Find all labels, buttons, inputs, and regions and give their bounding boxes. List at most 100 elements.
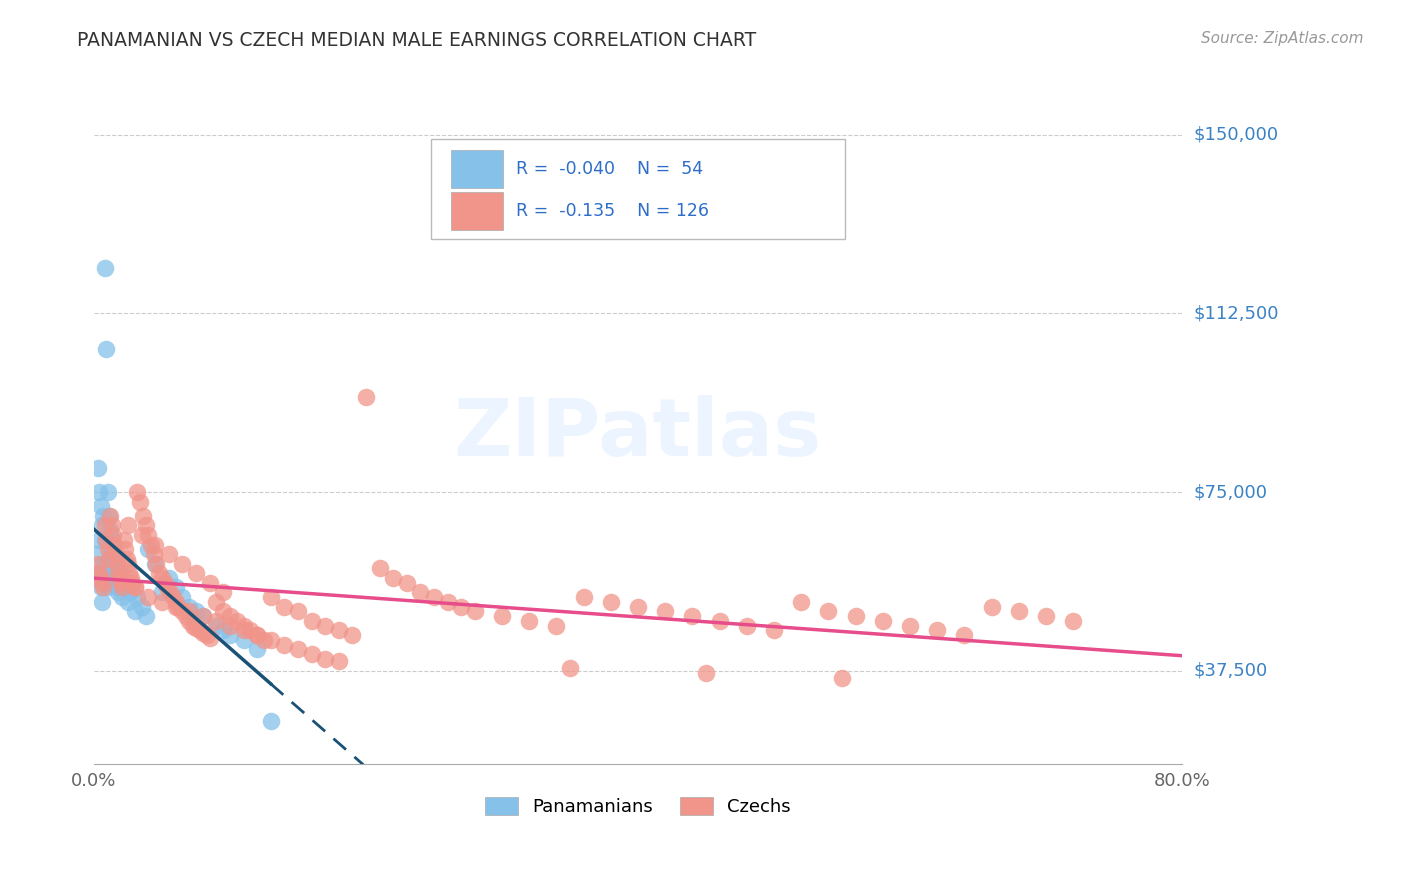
Point (136, 590, 159, 604)
Point (93, 557, 115, 571)
Text: $75,000: $75,000 (1194, 483, 1267, 501)
Point (115, 552, 138, 566)
Point (87, 557, 110, 571)
Point (219, 618, 242, 632)
Point (131, 599, 153, 614)
Point (219, 609, 242, 624)
Point (246, 628, 269, 642)
Point (599, 595, 621, 609)
Point (167, 599, 190, 614)
Point (260, 590, 283, 604)
Point (157, 571, 180, 585)
Point (735, 618, 758, 632)
Point (143, 537, 166, 551)
Point (124, 581, 146, 595)
Point (239, 624, 262, 638)
Point (96, 542, 118, 557)
Text: $112,500: $112,500 (1194, 304, 1278, 322)
Point (172, 604, 194, 618)
Point (150, 571, 173, 585)
Point (191, 625, 214, 640)
Point (314, 618, 336, 632)
Point (150, 595, 173, 609)
Point (212, 624, 235, 638)
Point (132, 508, 155, 523)
Point (225, 614, 247, 628)
Point (844, 609, 866, 624)
Point (94, 261, 117, 276)
Point (153, 575, 176, 590)
Point (184, 604, 207, 618)
Point (105, 557, 128, 571)
Point (118, 566, 141, 581)
Point (136, 528, 159, 542)
Point (198, 631, 221, 645)
Point (104, 581, 127, 595)
Point (110, 575, 132, 590)
Point (301, 647, 323, 661)
Point (94, 533, 117, 547)
Point (817, 604, 839, 618)
Point (287, 642, 309, 657)
Point (273, 599, 295, 614)
Point (96, 581, 118, 595)
Point (165, 595, 187, 609)
Point (176, 609, 198, 624)
Point (89, 485, 111, 500)
Point (382, 571, 405, 585)
Point (354, 390, 377, 404)
Point (111, 581, 134, 595)
Point (273, 638, 295, 652)
Point (127, 590, 149, 604)
Point (103, 537, 125, 551)
Point (246, 628, 269, 642)
Point (162, 590, 184, 604)
Point (328, 654, 350, 668)
Point (464, 604, 486, 618)
Point (395, 575, 418, 590)
Point (654, 604, 676, 618)
Point (980, 599, 1002, 614)
Point (96, 533, 118, 547)
Point (100, 533, 122, 547)
Point (110, 571, 132, 585)
Point (191, 609, 214, 624)
Point (143, 557, 166, 571)
Point (172, 590, 194, 604)
Point (328, 624, 350, 638)
Point (205, 618, 228, 632)
Point (246, 642, 269, 657)
FancyBboxPatch shape (451, 192, 503, 230)
Point (90, 571, 112, 585)
Point (205, 595, 228, 609)
Point (90, 500, 112, 514)
Point (157, 547, 180, 561)
Point (94, 518, 117, 533)
Point (108, 571, 131, 585)
Point (131, 528, 153, 542)
Point (198, 575, 221, 590)
Point (87, 461, 110, 475)
Point (117, 518, 139, 533)
Point (107, 566, 129, 581)
Point (172, 557, 194, 571)
Point (105, 557, 128, 571)
Point (953, 628, 976, 642)
Point (301, 614, 323, 628)
Point (179, 599, 201, 614)
Point (342, 628, 364, 642)
Point (156, 581, 179, 595)
Point (121, 575, 143, 590)
Point (129, 494, 152, 508)
Point (188, 624, 211, 638)
Point (184, 566, 207, 581)
Point (450, 599, 472, 614)
Point (165, 581, 187, 595)
Point (709, 614, 731, 628)
Point (97, 566, 120, 581)
Point (253, 632, 276, 647)
Point (136, 542, 159, 557)
Point (409, 585, 432, 599)
Point (101, 542, 124, 557)
Point (91, 518, 114, 533)
